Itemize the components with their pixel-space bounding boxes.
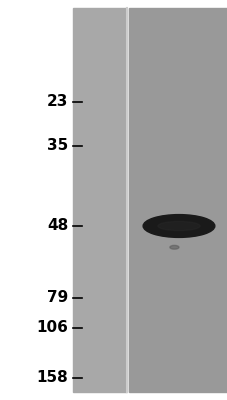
Text: 158: 158 — [37, 370, 68, 386]
Bar — [73, 8, 126, 392]
Text: 79: 79 — [47, 290, 68, 306]
Bar — [128, 8, 227, 392]
Text: 106: 106 — [36, 320, 68, 336]
Ellipse shape — [169, 245, 178, 249]
Text: 48: 48 — [47, 218, 68, 234]
Text: 35: 35 — [47, 138, 68, 154]
Text: 23: 23 — [47, 94, 68, 110]
Ellipse shape — [143, 214, 214, 238]
Ellipse shape — [157, 222, 199, 230]
